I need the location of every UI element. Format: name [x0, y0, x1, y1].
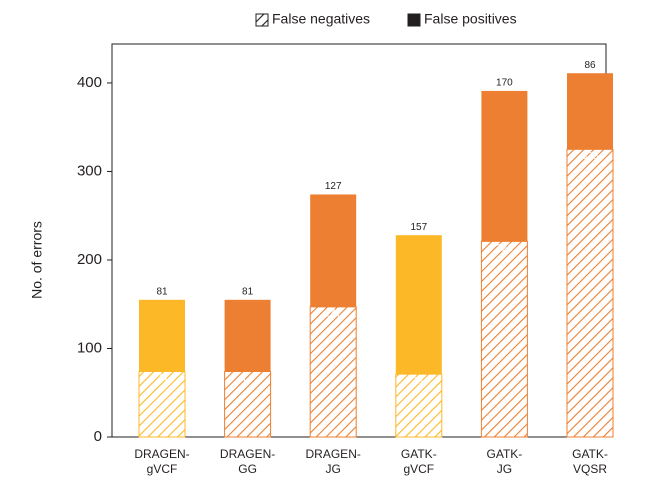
bar-segment: [481, 90, 528, 242]
value-label: 81: [156, 286, 168, 297]
y-tick-label: 200: [77, 251, 102, 268]
plot-frame: [111, 43, 607, 438]
y-tick-label: 400: [77, 74, 102, 91]
x-tick-line: GATK-: [572, 447, 608, 461]
x-tick-line: JG: [326, 462, 341, 476]
x-tick-label: DRAGEN-GG: [220, 447, 275, 476]
bar-segment: [224, 371, 272, 438]
x-tick-line: GG: [238, 462, 257, 476]
x-tick-label: GATK-VQSR: [572, 447, 608, 476]
bar-segment: [309, 306, 357, 438]
bar-segment: [395, 235, 442, 375]
legend-swatch: [407, 13, 421, 27]
value-label: 71: [413, 376, 425, 387]
value-label: 74: [242, 373, 254, 384]
bar-segment: [138, 371, 186, 438]
y-tick-label: 100: [77, 339, 102, 356]
value-label: 221: [496, 243, 513, 254]
x-tick-line: DRAGEN-: [220, 447, 275, 461]
x-tick-line: GATK-: [401, 447, 437, 461]
value-label: 147: [325, 309, 342, 320]
legend-swatch: [255, 13, 269, 27]
bar-segment: [139, 299, 185, 372]
value-label: 157: [410, 222, 427, 233]
value-label: 170: [496, 78, 513, 89]
x-tick-line: VQSR: [573, 462, 607, 476]
bar-segment: [566, 148, 614, 438]
x-tick-label: GATK-JG: [487, 447, 523, 476]
x-tick-line: GATK-: [487, 447, 523, 461]
x-tick-label: DRAGEN-gVCF: [134, 447, 189, 476]
y-axis-label: No. of errors: [29, 221, 45, 299]
x-tick-line: gVCF: [403, 462, 434, 476]
x-tick-line: DRAGEN-: [306, 447, 361, 461]
x-tick-label: GATK-gVCF: [401, 447, 437, 476]
bar-segment: [224, 299, 271, 372]
x-tick-line: JG: [497, 462, 512, 476]
legend-label: False positives: [424, 11, 517, 27]
value-label: 325: [582, 151, 599, 162]
x-tick-label: DRAGEN-JG: [306, 447, 361, 476]
bar-segment: [480, 240, 528, 438]
value-label: 86: [584, 60, 596, 71]
value-label: 81: [242, 286, 254, 297]
legend-label: False negatives: [272, 11, 370, 27]
x-tick-line: gVCF: [147, 462, 178, 476]
x-tick-line: DRAGEN-: [134, 447, 189, 461]
y-tick-label: 0: [94, 428, 102, 445]
value-label: 74: [156, 373, 168, 384]
y-tick-label: 300: [77, 162, 102, 179]
value-label: 127: [325, 181, 342, 192]
bar-segment: [567, 73, 613, 150]
bar-segment: [310, 194, 357, 307]
